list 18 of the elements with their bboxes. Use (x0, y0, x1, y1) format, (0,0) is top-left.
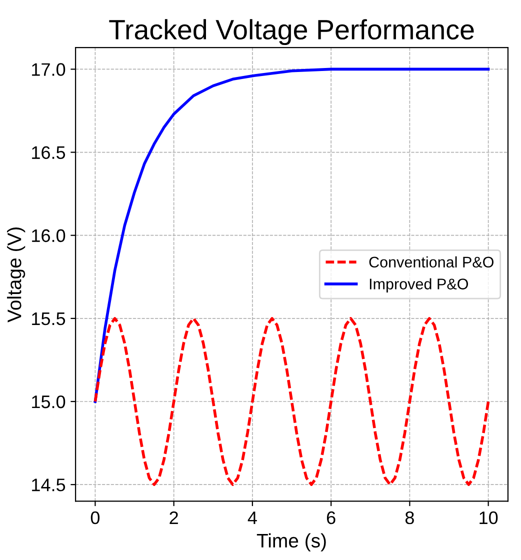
y-tick-label: 15.5 (32, 312, 66, 326)
y-tick-label: 16.0 (32, 229, 66, 242)
x-tick-label: 6 (326, 511, 336, 524)
legend-label: Improved P&O (370, 278, 468, 292)
legend-label: Conventional P&O (369, 256, 494, 268)
x-tick-label: 10 (480, 511, 498, 524)
y-tick-label: 17.0 (32, 63, 66, 76)
y-tick-label: 14.5 (32, 478, 66, 492)
x-axis-title: Time (s) (256, 533, 326, 552)
line-series (94, 317, 490, 486)
x-tick-label: 0 (90, 511, 100, 524)
y-tick-label: 16.5 (32, 146, 66, 159)
y-tick-label: 15.0 (32, 395, 66, 408)
chart-title: Tracked Voltage Performance (109, 19, 474, 46)
x-tick-label: 4 (248, 512, 257, 524)
y-axis-title: Voltage (V) (7, 228, 26, 322)
x-tick-label: 2 (170, 511, 178, 524)
x-tick-label: 8 (405, 511, 414, 524)
